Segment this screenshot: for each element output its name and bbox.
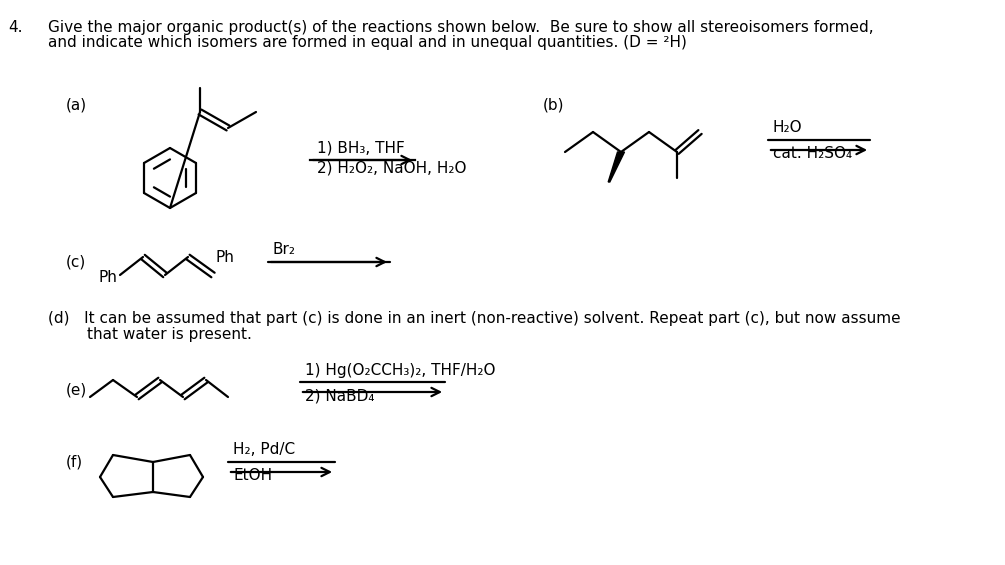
Text: 2) NaBD₄: 2) NaBD₄ xyxy=(305,389,375,403)
Text: (b): (b) xyxy=(543,98,565,112)
Text: that water is present.: that water is present. xyxy=(48,328,252,342)
Text: 1) Hg(O₂CCH₃)₂, THF/H₂O: 1) Hg(O₂CCH₃)₂, THF/H₂O xyxy=(305,363,495,377)
Text: Ph: Ph xyxy=(215,250,234,264)
Text: 2) H₂O₂, NaOH, H₂O: 2) H₂O₂, NaOH, H₂O xyxy=(317,160,466,176)
Text: (d)   It can be assumed that part (c) is done in an inert (non-reactive) solvent: (d) It can be assumed that part (c) is d… xyxy=(48,311,900,325)
Text: (a): (a) xyxy=(66,98,87,112)
Text: cat. H₂SO₄: cat. H₂SO₄ xyxy=(773,146,852,162)
Text: 1) BH₃, THF: 1) BH₃, THF xyxy=(317,141,405,155)
Text: Ph: Ph xyxy=(98,271,117,285)
Text: H₂O: H₂O xyxy=(773,120,803,136)
Text: Give the major organic product(s) of the reactions shown below.  Be sure to show: Give the major organic product(s) of the… xyxy=(48,20,873,35)
Text: (e): (e) xyxy=(66,383,87,398)
Text: and indicate which isomers are formed in equal and in unequal quantities. (D = ²: and indicate which isomers are formed in… xyxy=(48,35,686,50)
Text: EtOH: EtOH xyxy=(233,468,272,484)
Text: H₂, Pd/C: H₂, Pd/C xyxy=(233,442,295,458)
Text: Br₂: Br₂ xyxy=(272,242,295,258)
Text: (f): (f) xyxy=(66,454,83,470)
Text: 4.: 4. xyxy=(8,20,22,35)
Text: (c): (c) xyxy=(66,254,86,270)
Polygon shape xyxy=(608,152,624,182)
